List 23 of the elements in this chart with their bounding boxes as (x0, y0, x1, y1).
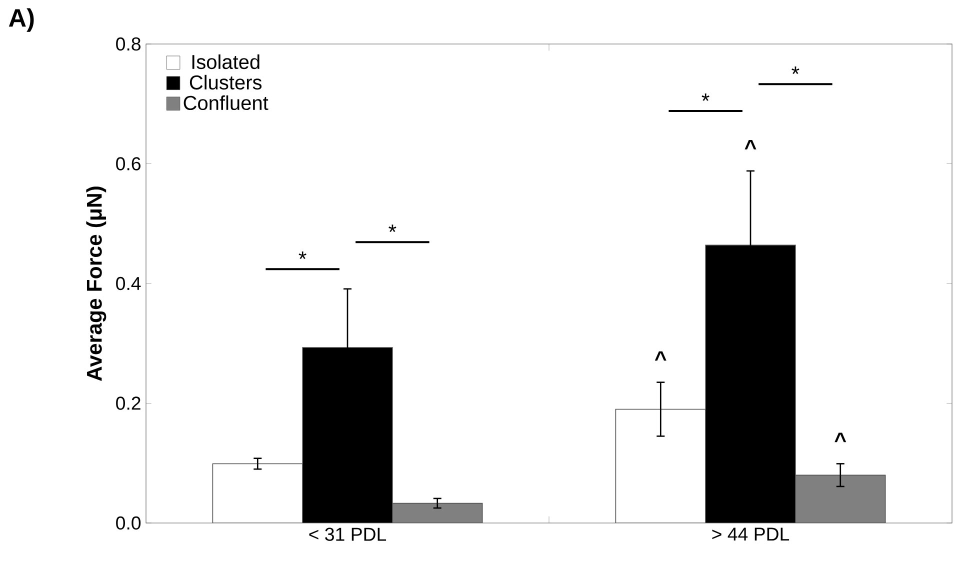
y-tick-label: 0.8 (116, 37, 140, 51)
y-tick-label: 0.0 (116, 516, 141, 530)
annotation: * (388, 224, 396, 232)
annotation: ^ (834, 432, 846, 442)
bar (302, 347, 393, 523)
x-tick-label: < 31 PDL (309, 528, 386, 541)
x-tick-label: > 44 PDL (712, 528, 790, 541)
legend-label: Isolated (192, 54, 260, 70)
annotation: * (792, 66, 800, 74)
legend-label: Confluent (184, 95, 268, 110)
y-tick-label: 0.4 (116, 276, 141, 290)
annotation: * (702, 93, 710, 101)
bar (705, 244, 796, 523)
y-tick-label: 0.6 (116, 157, 140, 170)
annotation: ^ (654, 351, 666, 361)
annotation: * (298, 252, 306, 260)
y-axis-title: Average Force (μN) (86, 186, 106, 381)
text: A) (8, 8, 34, 32)
annotation: ^ (744, 140, 756, 150)
bar (795, 474, 886, 523)
y-tick-label: 0.2 (116, 396, 140, 410)
bar (392, 502, 483, 523)
legend-label: Clusters (190, 74, 262, 90)
